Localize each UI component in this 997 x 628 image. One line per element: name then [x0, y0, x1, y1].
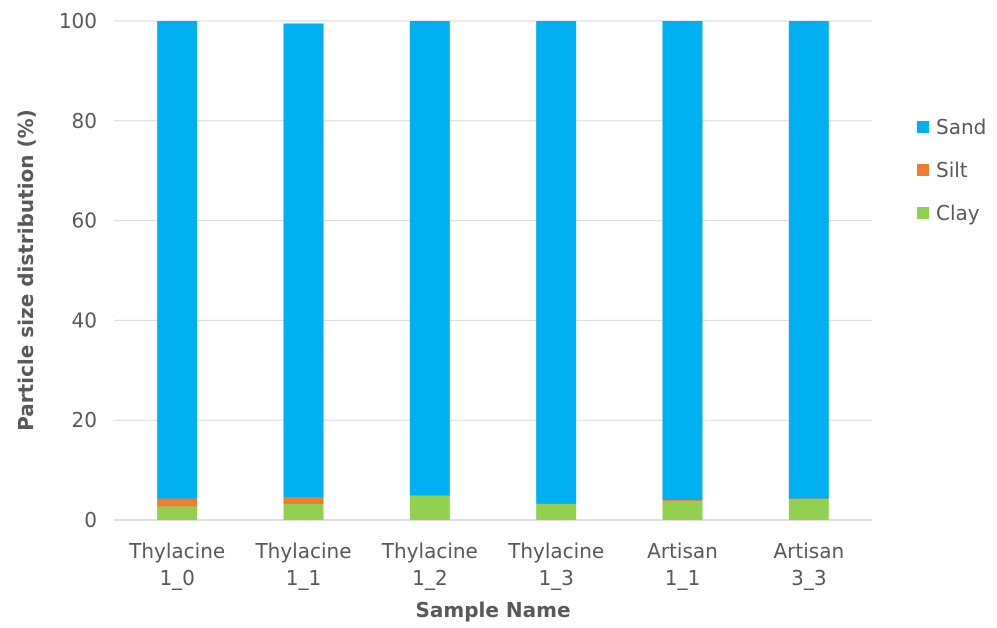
y-tick-label: 40 [72, 308, 97, 332]
bar-silt-2 [283, 497, 324, 505]
bars [157, 21, 829, 520]
x-tick-label: 1_0 [159, 566, 194, 590]
bar-clay-1 [157, 506, 198, 520]
legend-label-silt: Silt [936, 158, 968, 182]
bar-clay-2 [283, 504, 324, 520]
bar-sand-5 [662, 21, 703, 501]
y-tick-label: 0 [84, 508, 97, 532]
x-tick-label: 1_2 [412, 566, 447, 590]
x-tick-label: Artisan [774, 539, 845, 563]
y-tick-label: 100 [59, 9, 97, 33]
y-tick-label: 80 [72, 109, 97, 133]
gridlines [114, 20, 872, 521]
x-tick-label: 1_3 [538, 566, 573, 590]
bar-clay-6 [788, 499, 829, 520]
x-tick-label: 1_1 [286, 566, 321, 590]
y-tick-labels: 0 20 40 60 80 100 [59, 9, 97, 532]
bar-sand-2 [283, 23, 324, 498]
bar-sand-4 [536, 21, 577, 504]
y-axis-title: Particle size distribution (%) [14, 109, 38, 431]
x-tick-label: 1_1 [665, 566, 700, 590]
bar-silt-3 [409, 495, 450, 497]
bar-sand-3 [409, 21, 450, 496]
bar-sand-1 [157, 21, 198, 499]
bar-clay-3 [409, 496, 450, 520]
y-tick-label: 60 [72, 209, 97, 233]
legend-label-clay: Clay [936, 201, 980, 225]
legend-label-sand: Sand [936, 115, 986, 139]
x-tick-label: Thylacine [381, 539, 478, 563]
legend: Sand Silt Clay [917, 115, 986, 225]
x-tick-label: Artisan [647, 539, 718, 563]
x-axis-title: Sample Name [415, 598, 570, 622]
x-tick-label: Thylacine [507, 539, 604, 563]
legend-swatch-sand [917, 121, 929, 133]
bar-silt-1 [157, 498, 198, 507]
bar-silt-5 [662, 500, 703, 502]
y-tick-label: 20 [72, 408, 97, 432]
x-tick-label: Thylacine [128, 539, 225, 563]
x-tick-labels: Thylacine 1_0 Thylacine 1_1 Thylacine 1_2 Thyl… [128, 539, 844, 590]
bar-clay-5 [662, 501, 703, 520]
bar-sand-6 [788, 21, 829, 499]
legend-swatch-silt [917, 164, 929, 176]
legend-swatch-clay [917, 207, 929, 219]
x-tick-label: 3_3 [791, 566, 826, 590]
x-tick-label: Thylacine [254, 539, 351, 563]
bar-clay-4 [536, 504, 577, 520]
